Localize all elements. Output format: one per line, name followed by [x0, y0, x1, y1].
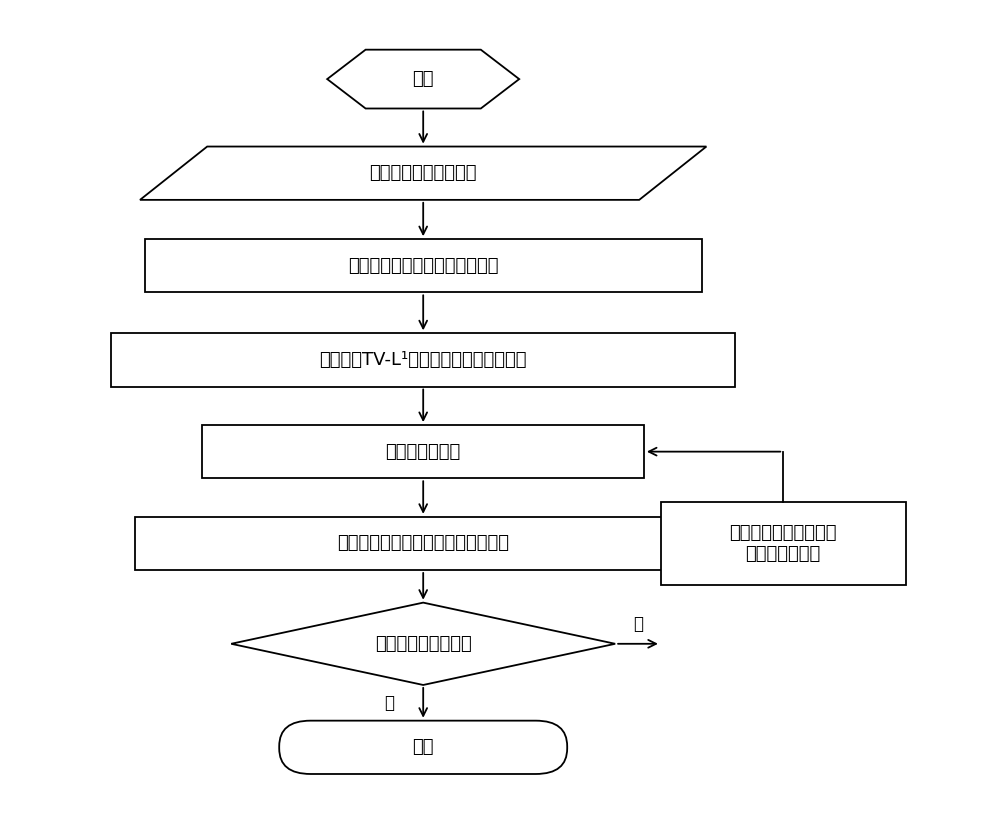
Polygon shape: [231, 603, 615, 685]
Text: 输入连续两帧图像数据: 输入连续两帧图像数据: [369, 164, 477, 182]
Bar: [661, 502, 906, 585]
Text: 构建图像金字塔: 构建图像金字塔: [386, 443, 461, 461]
Text: 否: 否: [633, 615, 643, 633]
Polygon shape: [327, 50, 519, 109]
Text: 利用离散化的交替迭代方法求解光流: 利用离散化的交替迭代方法求解光流: [337, 534, 509, 552]
Polygon shape: [140, 146, 706, 200]
FancyBboxPatch shape: [279, 721, 567, 774]
Text: 是否最细层金字塔？: 是否最细层金字塔？: [375, 635, 472, 653]
Text: 结构纹理分解，提取纹理图数据: 结构纹理分解，提取纹理图数据: [348, 257, 498, 275]
Text: 计算结果作为初值传递
到下一分辨率层: 计算结果作为初值传递 到下一分辨率层: [729, 524, 837, 563]
Text: 建立基于TV-L¹变分模型的能量泛函模型: 建立基于TV-L¹变分模型的能量泛函模型: [319, 350, 527, 368]
Bar: [202, 425, 644, 478]
Bar: [145, 239, 702, 292]
Text: 结束: 结束: [412, 739, 434, 757]
Text: 是: 是: [385, 694, 395, 712]
Text: 开始: 开始: [412, 70, 434, 88]
Bar: [135, 516, 711, 570]
Bar: [111, 333, 735, 386]
